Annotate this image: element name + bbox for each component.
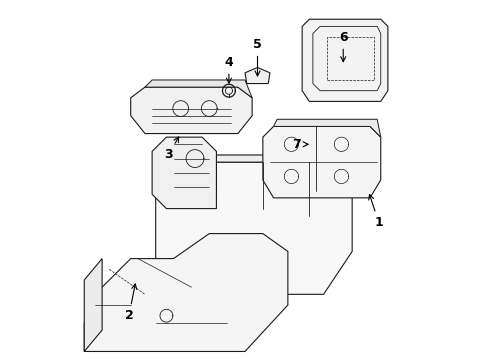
Text: 6: 6 (339, 31, 347, 62)
Polygon shape (84, 258, 102, 351)
Polygon shape (156, 162, 352, 294)
Polygon shape (84, 234, 288, 351)
Text: 1: 1 (368, 194, 383, 229)
Polygon shape (202, 155, 352, 173)
Text: 7: 7 (293, 138, 308, 151)
Polygon shape (273, 119, 381, 137)
Polygon shape (131, 87, 252, 134)
Polygon shape (302, 19, 388, 102)
Polygon shape (263, 126, 381, 198)
Text: 5: 5 (253, 38, 262, 76)
Polygon shape (245, 67, 270, 84)
Polygon shape (145, 80, 252, 98)
Text: 3: 3 (164, 137, 179, 162)
Polygon shape (152, 137, 217, 208)
Text: 4: 4 (224, 55, 233, 83)
Text: 2: 2 (124, 284, 137, 322)
